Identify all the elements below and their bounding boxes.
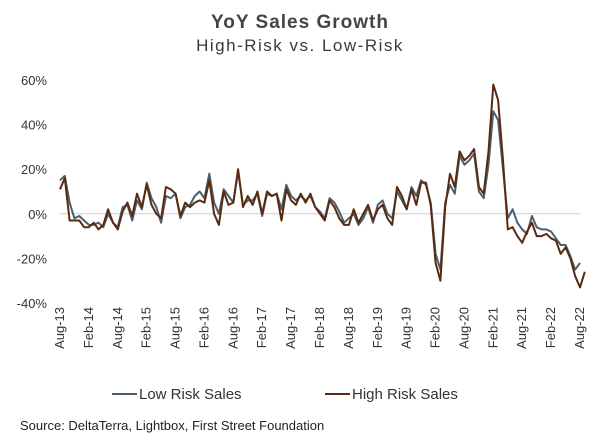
legend-label: High Risk Sales: [352, 386, 458, 403]
y-tick-label: 0%: [28, 207, 47, 222]
x-tick-label: Feb-19: [370, 307, 385, 348]
source-note: Source: DeltaTerra, Lightbox, First Stre…: [20, 418, 325, 433]
x-tick-label: Feb-17: [254, 307, 269, 348]
x-tick-label: Feb-21: [485, 307, 500, 348]
x-tick-label: Feb-18: [312, 307, 327, 348]
series-line-low-risk: [59, 110, 581, 271]
y-tick-label: -20%: [17, 251, 48, 266]
x-tick-label: Aug-19: [399, 307, 414, 349]
x-tick-label: Aug-18: [341, 307, 356, 349]
chart-subtitle: High-Risk vs. Low-Risk: [196, 36, 404, 55]
chart-title: YoY Sales Growth: [211, 12, 389, 33]
x-tick-label: Aug-15: [168, 307, 183, 349]
x-tick-label: Aug-22: [572, 307, 587, 349]
legend-label: Low Risk Sales: [139, 386, 242, 403]
x-tick-label: Feb-22: [543, 307, 558, 348]
y-tick-label: 60%: [21, 73, 47, 88]
x-tick-label: Aug-13: [52, 307, 67, 349]
x-tick-label: Aug-16: [225, 307, 240, 349]
y-tick-label: -40%: [17, 296, 48, 311]
y-tick-label: 40%: [21, 118, 47, 133]
x-tick-label: Feb-16: [196, 307, 211, 348]
series-line-high-risk: [59, 83, 586, 289]
x-tick-label: Aug-21: [514, 307, 529, 349]
x-tick-label: Aug-14: [110, 307, 125, 349]
x-tick-label: Aug-17: [283, 307, 298, 349]
x-tick-label: Feb-14: [81, 307, 96, 348]
x-tick-label: Feb-15: [139, 307, 154, 348]
x-tick-label: Aug-20: [456, 307, 471, 349]
x-tick-label: Feb-20: [428, 307, 443, 348]
y-tick-label: 20%: [21, 162, 47, 177]
